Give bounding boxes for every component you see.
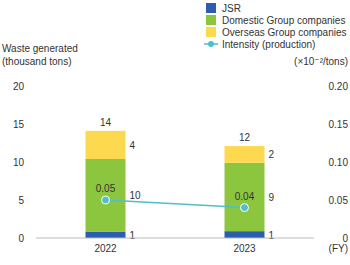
line-marker bbox=[102, 196, 110, 204]
y-tick bbox=[33, 162, 36, 163]
y2-tick-label: 0.20 bbox=[329, 81, 349, 92]
y-tick-label: 0 bbox=[18, 233, 24, 244]
legend-label: Domestic Group companies bbox=[222, 15, 345, 26]
bar-segment bbox=[86, 159, 126, 232]
legend-label: Intensity (production) bbox=[222, 39, 315, 50]
y-tick-label: 5 bbox=[18, 195, 24, 206]
y-tick bbox=[33, 124, 36, 125]
bar-segment bbox=[225, 146, 265, 163]
y-tick-label: 20 bbox=[13, 81, 25, 92]
legend-swatch bbox=[208, 41, 214, 47]
line-marker bbox=[241, 204, 249, 212]
y2-tick bbox=[314, 238, 317, 239]
data-label: 10 bbox=[130, 190, 142, 201]
y2-tick bbox=[314, 200, 317, 201]
line bbox=[106, 200, 245, 208]
y2-tick bbox=[314, 124, 317, 125]
x-axis-title: (FY) bbox=[329, 243, 348, 254]
data-label: 2 bbox=[269, 149, 275, 160]
data-label: 0.04 bbox=[235, 191, 255, 202]
y2-axis-title: (×10⁻²/tons) bbox=[294, 56, 348, 67]
legend-swatch bbox=[206, 15, 216, 25]
bar-segment bbox=[225, 231, 265, 238]
y-tick bbox=[33, 200, 36, 201]
x-axis bbox=[36, 238, 314, 239]
legend-label: Overseas Group companies bbox=[222, 27, 347, 38]
y2-tick-label: 0.05 bbox=[329, 195, 349, 206]
data-label: 4 bbox=[130, 140, 136, 151]
data-label: 1 bbox=[269, 230, 275, 241]
chart: Waste generated (thousand tons) (×10⁻²/ton… bbox=[0, 0, 350, 265]
bar-segment bbox=[86, 131, 126, 159]
y-tick-label: 10 bbox=[13, 157, 25, 168]
x-tick-label: 2022 bbox=[94, 243, 117, 254]
data-label: 1 bbox=[130, 230, 136, 241]
x-tick-label: 2023 bbox=[233, 243, 256, 254]
y2-tick-label: 0.15 bbox=[329, 119, 349, 130]
y-tick bbox=[33, 238, 36, 239]
data-label: 0.05 bbox=[96, 183, 116, 194]
data-label: 9 bbox=[269, 192, 275, 203]
y-tick-label: 15 bbox=[13, 119, 25, 130]
bar-segment bbox=[86, 232, 126, 238]
y-axis-title: Waste generated bbox=[2, 43, 78, 54]
plot-area bbox=[86, 131, 265, 238]
legend-swatch bbox=[206, 3, 216, 13]
bar-segment bbox=[225, 163, 265, 231]
y-tick bbox=[33, 86, 36, 87]
total-label: 12 bbox=[239, 132, 251, 143]
y2-tick bbox=[314, 86, 317, 87]
legend-swatch bbox=[206, 27, 216, 37]
labels: 1 10 4 14 1 9 2 12 0.05 0.04 bbox=[96, 117, 275, 241]
y2-tick bbox=[314, 162, 317, 163]
y2-tick-label: 0.10 bbox=[329, 157, 349, 168]
legend: JSRDomestic Group companiesOverseas Grou… bbox=[204, 3, 347, 50]
legend-label: JSR bbox=[222, 3, 241, 14]
y-axis-title: (thousand tons) bbox=[2, 56, 72, 67]
total-label: 14 bbox=[100, 117, 112, 128]
